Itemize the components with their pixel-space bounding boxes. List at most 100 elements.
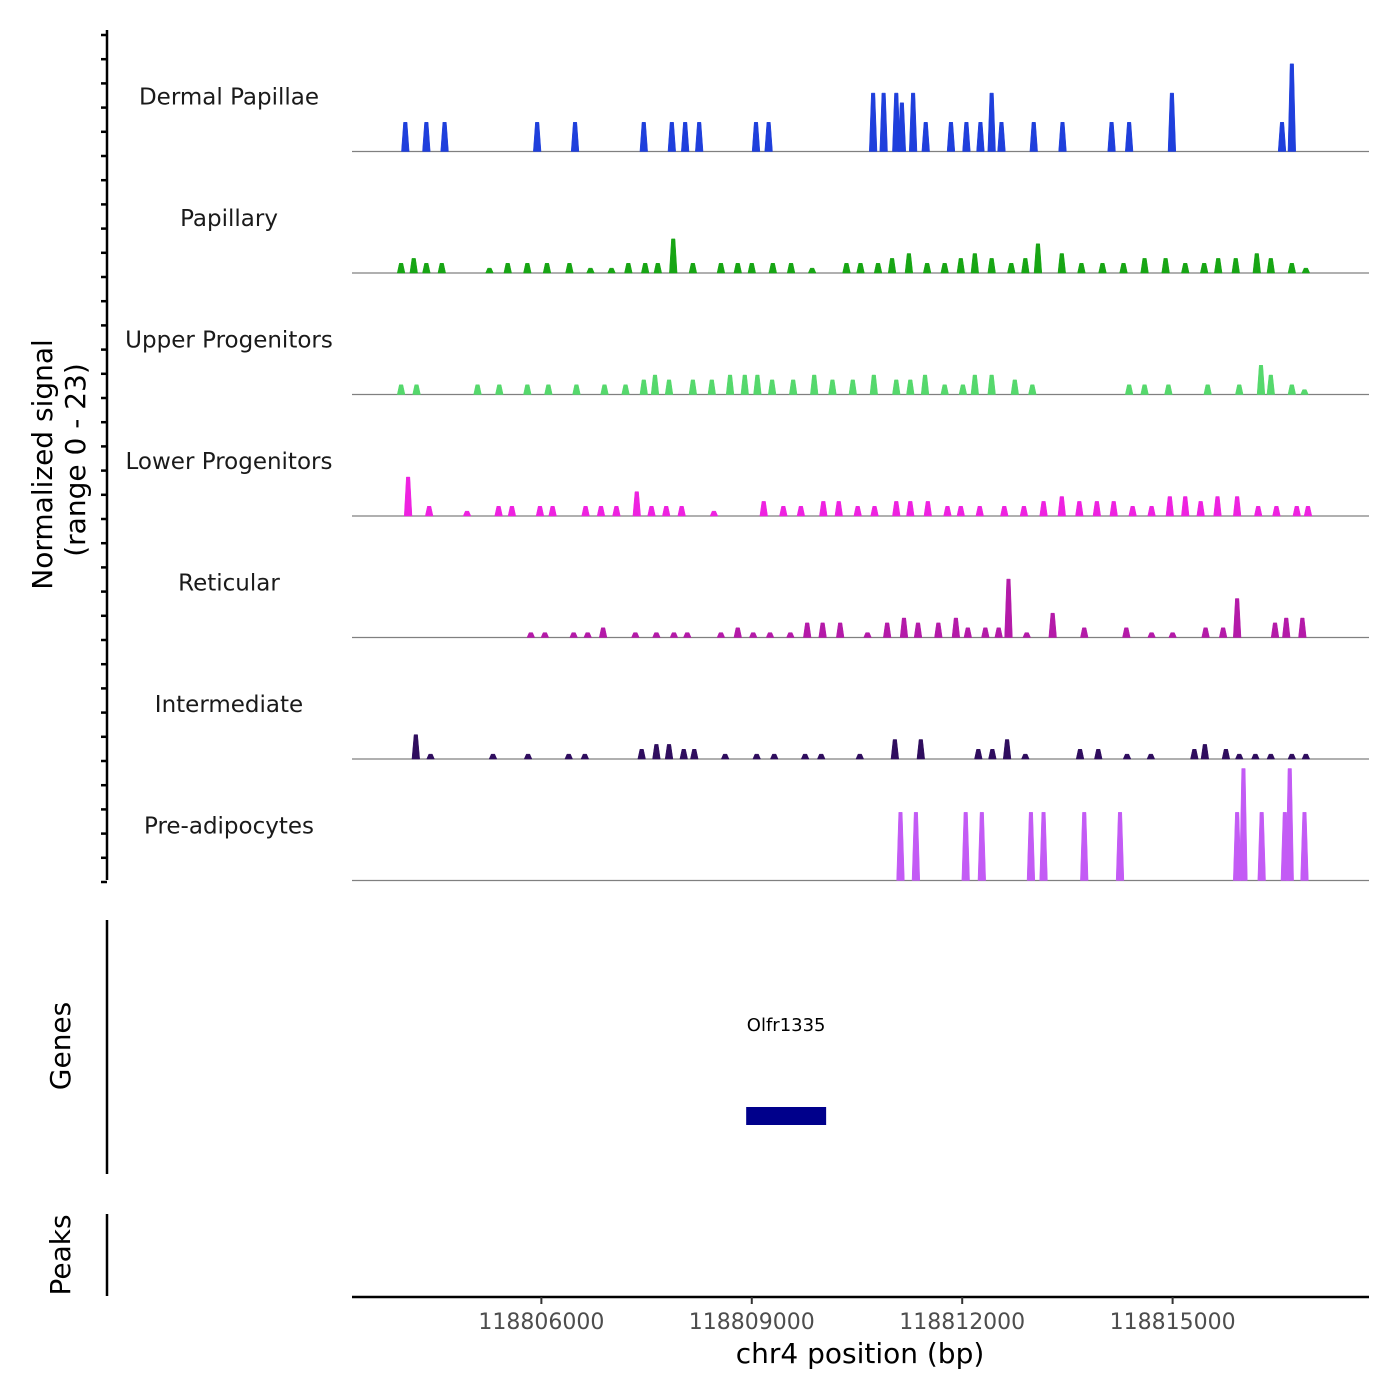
y-axis-title: Normalized signal (range 0 - 23) <box>26 330 92 589</box>
coverage-peak <box>1257 812 1266 881</box>
coverage-peak <box>1168 632 1177 638</box>
coverage-peak <box>1161 258 1170 274</box>
coverage-peak <box>1109 501 1118 517</box>
track-reticular: Reticular <box>178 571 1369 639</box>
coverage-peak <box>887 258 897 274</box>
track-dermal-papillae: Dermal Papillae <box>139 63 1369 153</box>
coverage-peak <box>904 253 914 274</box>
track-label: Papillary <box>180 206 278 232</box>
track-papillary: Papillary <box>180 206 1369 274</box>
coverage-peak <box>1270 622 1280 638</box>
coverage-peak <box>1075 749 1085 760</box>
coverage-peak <box>542 263 552 274</box>
coverage-peak <box>1039 501 1048 517</box>
coverage-peak <box>779 506 788 517</box>
coverage-peak <box>669 238 678 274</box>
coverage-peak <box>1221 749 1231 760</box>
coverage-peak <box>994 627 1003 638</box>
coverage-peak <box>1004 578 1013 638</box>
coverage-peak <box>422 263 431 274</box>
y-axis-title-line1: Normalized signal <box>26 339 59 590</box>
coverage-peak <box>679 749 688 760</box>
coverage-peak <box>1057 496 1066 517</box>
coverage-peak <box>789 379 798 395</box>
track-intermediate: Intermediate <box>155 692 1369 760</box>
coverage-peak <box>1146 753 1156 760</box>
coverage-peak <box>911 812 921 881</box>
x-tick-label: 118815000 <box>1110 1310 1236 1335</box>
coverage-peak <box>396 263 406 274</box>
coverage-tracks: Dermal Papillae Papillary Upper Progenitor… <box>125 63 1369 882</box>
coverage-peak <box>1287 384 1297 395</box>
coverage-peak <box>607 267 616 274</box>
coverage-peak <box>1164 384 1173 395</box>
coverage-peak <box>896 812 905 881</box>
coverage-peak <box>650 374 660 395</box>
coverage-peak <box>913 622 923 638</box>
coverage-peak <box>899 617 909 638</box>
coverage-peak <box>853 506 862 517</box>
coverage-peak <box>523 753 533 760</box>
coverage-peak <box>1266 374 1275 395</box>
coverage-peak <box>488 753 498 760</box>
y-axis-title-line2: (range 0 - 23) <box>59 363 92 557</box>
coverage-peak <box>1300 812 1309 881</box>
coverage-peak <box>1287 263 1297 274</box>
track-label: Lower Progenitors <box>126 449 333 475</box>
coverage-peak <box>987 374 996 395</box>
coverage-peak <box>786 632 795 638</box>
coverage-peak <box>765 632 775 638</box>
coverage-peak <box>1058 122 1067 152</box>
coverage-peak <box>1251 753 1260 760</box>
coverage-peak <box>759 501 768 517</box>
coverage-peak <box>863 632 872 638</box>
coverage-peak <box>1026 812 1036 881</box>
coverage-peak <box>987 92 996 152</box>
coverage-peak <box>688 379 698 395</box>
coverage-peak <box>494 506 503 517</box>
coverage-peak <box>637 749 646 760</box>
coverage-peak <box>570 122 580 152</box>
coverage-peak <box>612 506 621 517</box>
coverage-peak <box>424 506 434 517</box>
coverage-peak <box>1301 267 1311 274</box>
coverage-peak <box>1140 258 1149 274</box>
coverage-peak <box>664 379 674 395</box>
coverage-peak <box>1124 384 1134 395</box>
coverage-peak <box>748 632 758 638</box>
coverage-peak <box>892 379 901 395</box>
coverage-peak <box>1301 753 1311 760</box>
coverage-peak <box>940 263 949 274</box>
coverage-peak <box>1254 506 1263 517</box>
coverage-peak <box>641 263 650 274</box>
coverage-peak <box>897 102 907 152</box>
coverage-peak <box>848 379 857 395</box>
coverage-peak <box>596 506 606 517</box>
coverage-peak <box>977 812 986 881</box>
coverage-peak <box>1094 749 1103 760</box>
coverage-peak <box>690 749 699 760</box>
coverage-peak <box>803 622 812 638</box>
coverage-peak <box>1214 258 1223 274</box>
coverage-peak <box>1007 263 1016 274</box>
coverage-peak <box>403 476 413 517</box>
coverage-peak <box>572 384 581 395</box>
coverage-peak <box>818 622 827 638</box>
signal-y-ticks <box>101 33 107 884</box>
coverage-peak <box>639 379 648 395</box>
coverage-peak <box>751 122 761 152</box>
coverage-peak <box>652 632 661 638</box>
coverage-peak <box>1203 384 1212 395</box>
coverage-peak <box>683 632 692 638</box>
coverage-peak <box>1287 753 1297 760</box>
coverage-peak <box>962 122 971 152</box>
coverage-peak <box>842 263 851 274</box>
coverage-peak <box>753 374 762 395</box>
coverage-peak <box>1292 506 1301 517</box>
coverage-peak <box>1107 122 1116 152</box>
coverage-peak <box>768 263 777 274</box>
coverage-peak <box>653 263 662 274</box>
coverage-peak <box>707 379 716 395</box>
coverage-peak <box>647 506 656 517</box>
